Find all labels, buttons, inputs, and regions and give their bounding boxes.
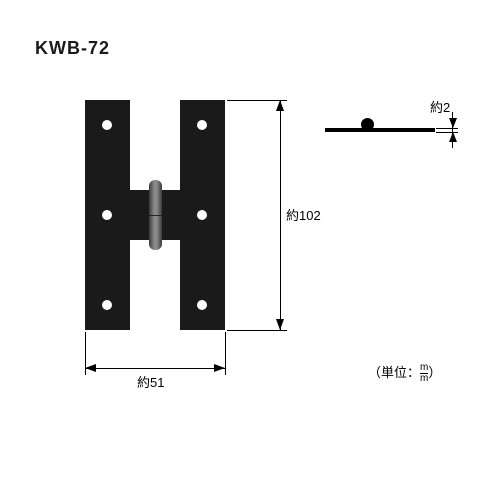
unit-label: （単位：mm） xyxy=(368,362,441,384)
diagram-container: KWB-72 約102 約51 xyxy=(0,0,500,500)
screw-hole xyxy=(197,210,207,220)
ext-line-bottom xyxy=(227,330,287,331)
thk-arrow-up-into xyxy=(449,132,457,142)
hinge-front-view xyxy=(85,100,225,330)
width-label: 約51 xyxy=(137,372,164,391)
ext-line-right xyxy=(225,332,226,375)
height-dim-line xyxy=(280,100,281,330)
screw-hole xyxy=(102,210,112,220)
screw-hole xyxy=(197,120,207,130)
screw-hole xyxy=(197,300,207,310)
screw-hole xyxy=(102,120,112,130)
model-number: KWB-72 xyxy=(35,38,110,59)
unit-denominator: m xyxy=(420,373,428,384)
thk-arrow-down-into xyxy=(449,118,457,128)
arrow-down xyxy=(276,319,284,330)
width-dim-line xyxy=(85,368,225,369)
arrow-up xyxy=(276,100,284,111)
thk-ext-top xyxy=(436,128,458,129)
edge-bar xyxy=(325,128,435,132)
arrow-right xyxy=(214,364,225,372)
unit-numerator: m xyxy=(420,363,428,373)
screw-hole xyxy=(102,300,112,310)
unit-fraction: mm xyxy=(420,363,428,384)
knuckle-split xyxy=(149,215,162,216)
hinge-edge-view xyxy=(325,118,445,143)
height-label: 約102 xyxy=(286,205,321,224)
arrow-left xyxy=(85,364,96,372)
thickness-label: 約2 xyxy=(430,97,450,116)
